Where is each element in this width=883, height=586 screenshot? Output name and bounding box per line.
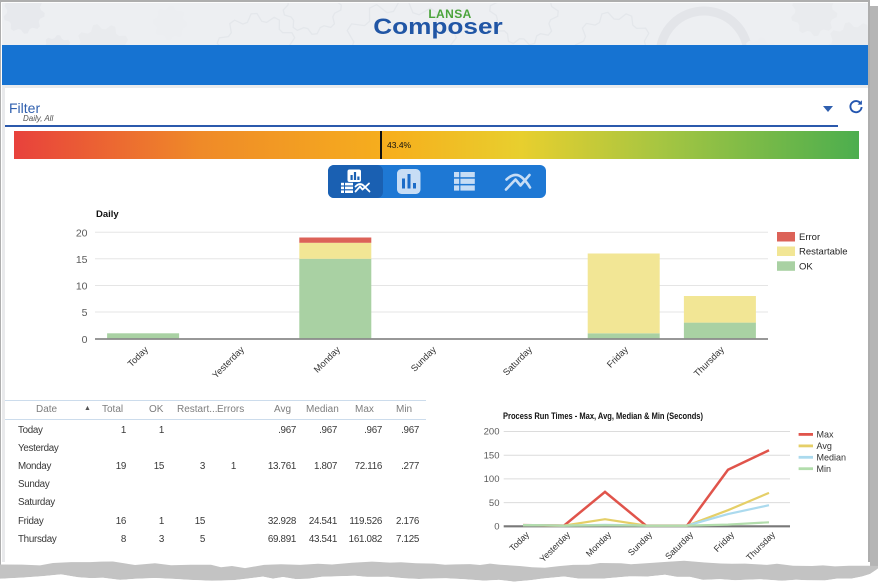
svg-text:Error: Error — [799, 232, 820, 243]
svg-text:OK: OK — [799, 261, 813, 272]
svg-text:Thursday: Thursday — [692, 344, 726, 378]
svg-text:200: 200 — [484, 427, 500, 438]
svg-text:Avg: Avg — [817, 441, 832, 451]
svg-text:0: 0 — [494, 522, 499, 533]
svg-text:Process Run Times - Max, Avg,: Process Run Times - Max, Avg, Median & M… — [503, 411, 703, 421]
svg-text:15: 15 — [76, 254, 88, 266]
svg-text:5: 5 — [82, 307, 88, 319]
svg-text:20: 20 — [76, 227, 88, 239]
svg-text:100: 100 — [484, 474, 500, 485]
svg-text:Median: Median — [817, 453, 847, 463]
svg-text:Monday: Monday — [312, 344, 342, 374]
svg-text:10: 10 — [76, 281, 88, 293]
svg-text:50: 50 — [489, 498, 500, 509]
svg-text:Restartable: Restartable — [799, 247, 848, 258]
svg-text:Today: Today — [126, 344, 151, 369]
svg-text:Min: Min — [817, 464, 832, 474]
svg-text:Friday: Friday — [605, 344, 630, 369]
svg-text:Max: Max — [817, 430, 835, 440]
svg-text:0: 0 — [82, 334, 88, 346]
svg-text:Saturday: Saturday — [501, 344, 534, 377]
svg-text:Sunday: Sunday — [409, 344, 438, 373]
svg-text:Yesterday: Yesterday — [210, 344, 246, 380]
svg-text:150: 150 — [484, 450, 500, 461]
